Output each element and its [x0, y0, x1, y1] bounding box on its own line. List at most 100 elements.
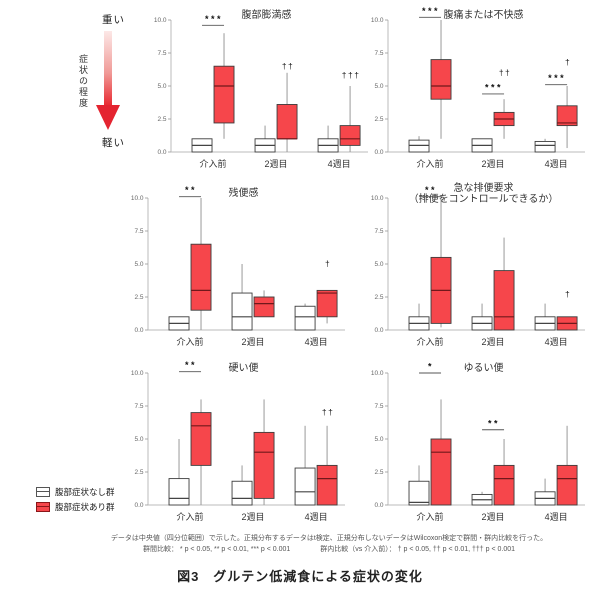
box-red-cat0	[190, 198, 212, 330]
box-white-cat0	[168, 439, 190, 506]
x-category-label: 2週目	[482, 512, 505, 522]
box-red-cat1	[253, 399, 275, 505]
y-tick-label: 5.0	[374, 436, 383, 443]
y-tick-label: 7.5	[157, 50, 166, 57]
x-category-label: 4週目	[545, 337, 568, 347]
y-tick-label: 2.5	[374, 116, 383, 123]
subplot-title: （排便をコントロールできるか）	[409, 192, 559, 205]
legend-item-symptoms: 腹部症状あり群	[36, 501, 115, 513]
note-line-2: 群間比較： * p < 0.05, ** p < 0.01, *** p < 0…	[60, 545, 598, 556]
x-category-label: 4週目	[545, 512, 568, 522]
legend-label: 腹部症状あり群	[55, 502, 115, 512]
significance-marker: ***	[548, 73, 566, 83]
y-tick-label: 10.0	[371, 195, 384, 202]
box-white-cat1	[471, 491, 493, 506]
significance-marker: **	[425, 185, 437, 195]
box-red-cat2	[556, 425, 578, 506]
box-red-cat2	[339, 86, 361, 152]
y-tick-label: 10.0	[371, 17, 384, 24]
y-tick-label: 5.0	[374, 83, 383, 90]
severity-heavy-label: 重い	[102, 14, 125, 26]
subplot-5: 0.0 2.5 5.0 7.5 10.0 ゆるい便 介入前 2週目 4週目 * **	[352, 357, 589, 534]
x-category-label: 4週目	[305, 512, 328, 522]
box-white-cat0	[408, 303, 430, 331]
subplot-title: 腹部膨満感	[242, 8, 292, 21]
y-tick-label: 0.0	[374, 502, 383, 509]
box-red-cat0	[213, 33, 235, 139]
y-tick-label: 7.5	[374, 403, 383, 410]
x-category-label: 4週目	[305, 337, 328, 347]
subplot-3: 0.0 2.5 5.0 7.5 10.0 急な排便要求 （排便をコントロールできるか） 介入前…	[352, 181, 589, 359]
y-tick-label: 5.0	[134, 436, 143, 443]
subplot-title: 腹痛または不快感	[444, 8, 524, 21]
box-red-cat1	[493, 99, 515, 139]
y-tick-label: 7.5	[134, 403, 143, 410]
y-tick-label: 2.5	[157, 116, 166, 123]
significance-marker: †	[325, 259, 331, 269]
y-tick-label: 2.5	[134, 469, 143, 476]
y-tick-label: 7.5	[374, 228, 383, 235]
x-category-label: 2週目	[482, 159, 505, 169]
box-white-cat0	[408, 136, 430, 153]
box-red-cat1	[253, 290, 275, 318]
y-tick-label: 5.0	[134, 261, 143, 268]
methods-note: データは中央値（四分位範囲）で示した。正規分布するデータはt検定、正規分布しない…	[60, 534, 598, 556]
significance-marker: †††	[342, 70, 361, 80]
severity-arrow-icon	[96, 31, 120, 130]
x-category-label: 2週目	[242, 512, 265, 522]
x-category-label: 介入前	[177, 511, 204, 522]
box-white-cat2	[294, 425, 316, 506]
boxplot-swatch-white-icon	[36, 487, 50, 497]
y-tick-label: 2.5	[374, 294, 383, 301]
y-tick-label: 10.0	[154, 17, 167, 24]
significance-marker: **	[185, 360, 197, 370]
y-tick-label: 5.0	[374, 261, 383, 268]
severity-light-label: 軽い	[102, 137, 125, 149]
box-white-cat2	[534, 303, 556, 331]
significance-marker: ††	[282, 61, 294, 71]
significance-marker: ***	[485, 82, 503, 92]
subplot-3-chart: 0.0 2.5 5.0 7.5 10.0 急な排便要求（排便をコントロールできるか） 介入前…	[371, 181, 585, 347]
box-red-cat2	[556, 86, 578, 149]
box-white-cat1	[231, 465, 253, 506]
y-tick-label: 2.5	[374, 469, 383, 476]
box-white-cat2	[534, 478, 556, 506]
x-category-label: 2週目	[265, 159, 288, 169]
box-white-cat0	[191, 138, 213, 153]
subplot-title: 残便感	[229, 186, 259, 199]
y-tick-label: 5.0	[157, 83, 166, 90]
y-tick-label: 7.5	[134, 228, 143, 235]
significance-marker: *	[428, 362, 434, 372]
y-tick-label: 10.0	[371, 370, 384, 377]
subplot-title: 硬い便	[229, 361, 259, 374]
significance-marker: **	[488, 418, 500, 428]
severity-scale-middle: 症状の程度	[74, 30, 146, 132]
subplot-title: ゆるい便	[464, 361, 504, 374]
box-white-cat0	[408, 465, 430, 506]
significance-marker: ††	[322, 407, 334, 417]
x-category-label: 2週目	[242, 337, 265, 347]
box-red-cat2	[316, 289, 338, 324]
x-category-label: 介入前	[177, 336, 204, 347]
box-red-cat2	[556, 316, 578, 331]
significance-marker: **	[185, 185, 197, 195]
significance-marker: ***	[422, 6, 440, 16]
box-white-cat2	[294, 303, 316, 331]
y-tick-label: 0.0	[157, 149, 166, 156]
y-tick-label: 10.0	[131, 370, 144, 377]
significance-marker: †	[565, 289, 571, 299]
subplot-0: 0.0 2.5 5.0 7.5 10.0 腹部膨満感 介入前 2週目 4週目 *** †† †††	[135, 4, 372, 181]
box-white-cat1	[231, 264, 253, 331]
subplot-1: 0.0 2.5 5.0 7.5 10.0 腹痛または不快感 介入前 2週目 4週目 *** *** †…	[352, 4, 589, 181]
y-tick-label: 0.0	[134, 327, 143, 334]
box-white-cat1	[254, 125, 276, 153]
subplot-4: 0.0 2.5 5.0 7.5 10.0 硬い便 介入前 2週目 4週目 ** ††	[112, 357, 349, 534]
x-category-label: 4週目	[545, 159, 568, 169]
y-tick-label: 2.5	[134, 294, 143, 301]
x-category-label: 4週目	[328, 159, 351, 169]
x-category-label: 介入前	[417, 511, 444, 522]
legend-item-no-symptoms: 腹部症状なし群	[36, 486, 115, 498]
